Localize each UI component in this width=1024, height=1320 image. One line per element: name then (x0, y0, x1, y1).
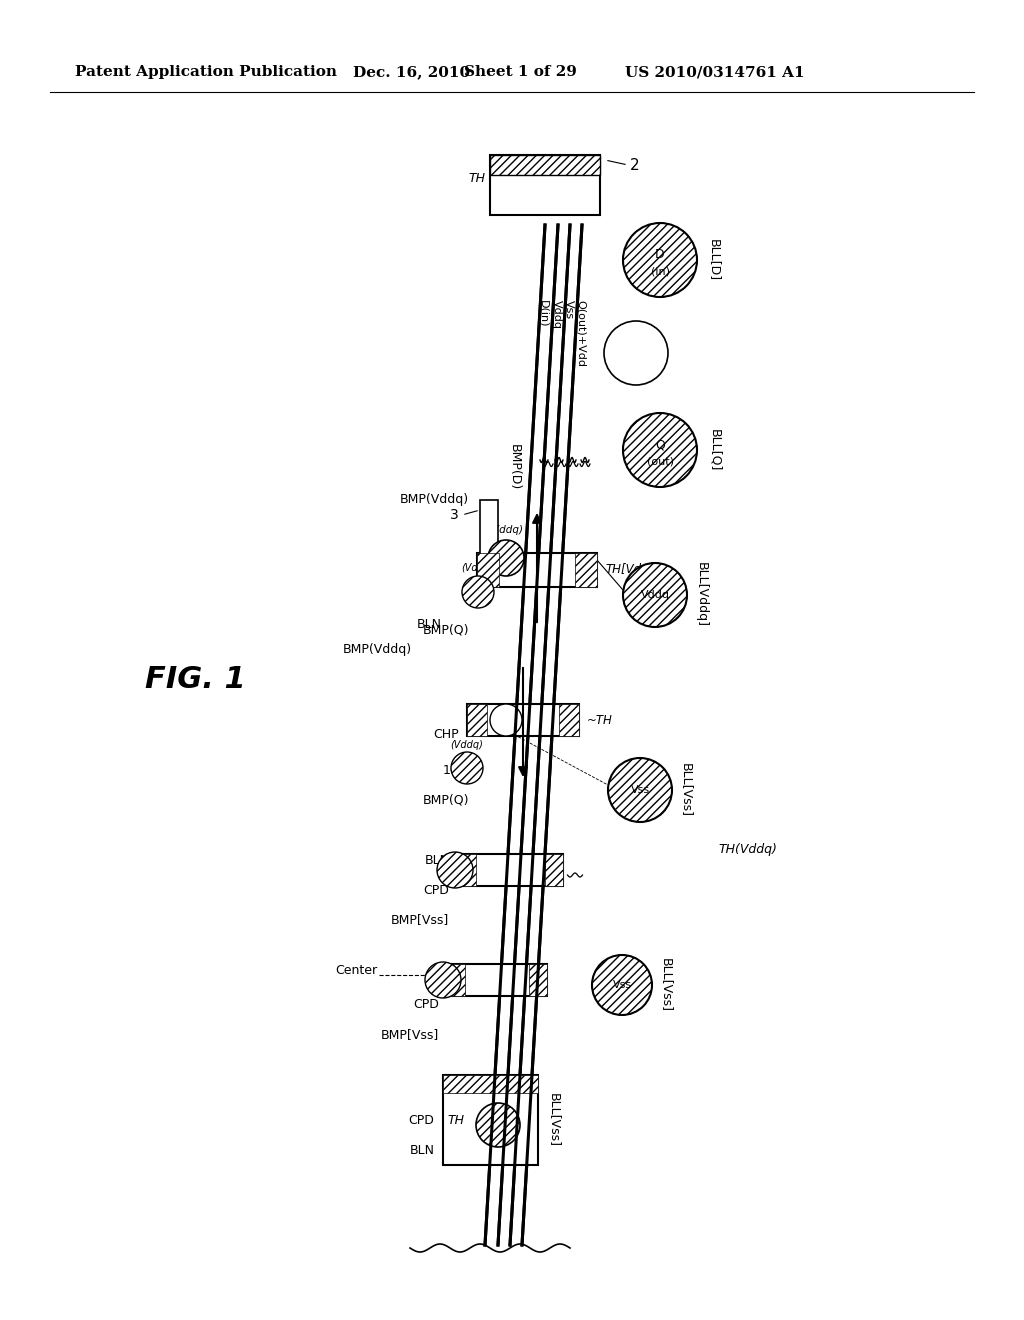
Circle shape (437, 851, 473, 888)
Text: Vss: Vss (612, 979, 632, 990)
Text: (Vddq): (Vddq) (488, 525, 523, 535)
Circle shape (608, 758, 672, 822)
Bar (477, 553, 597, 587)
Text: Sheet 1 of 29: Sheet 1 of 29 (464, 65, 577, 79)
Bar (529, 964, 547, 997)
Text: Vddq: Vddq (640, 590, 670, 601)
Bar (447, 964, 465, 997)
Circle shape (623, 223, 697, 297)
Text: (out): (out) (646, 457, 674, 467)
Bar (467, 704, 579, 737)
Text: L1: L1 (531, 199, 545, 213)
Text: (Vddq): (Vddq) (462, 564, 495, 573)
Bar (575, 553, 597, 587)
Text: CPD: CPD (409, 1114, 434, 1126)
Text: BLN: BLN (425, 854, 450, 866)
Circle shape (604, 321, 668, 385)
Text: Vss: Vss (563, 300, 573, 319)
Text: 3: 3 (450, 508, 459, 521)
Text: TH(Vddq): TH(Vddq) (718, 843, 777, 857)
Text: Vss: Vss (488, 1119, 508, 1130)
Text: BLL[Vss]: BLL[Vss] (660, 958, 673, 1012)
Bar (545, 854, 562, 886)
Text: BMP(Q): BMP(Q) (423, 793, 469, 807)
Bar (447, 964, 547, 997)
Bar (490, 154, 600, 215)
Text: L4: L4 (570, 199, 584, 213)
Text: Vss: Vss (631, 785, 649, 795)
Text: BMP[Vss]: BMP[Vss] (391, 913, 450, 927)
Text: BLL[Q]: BLL[Q] (708, 429, 721, 471)
Circle shape (623, 564, 687, 627)
Text: D(in): D(in) (539, 300, 549, 327)
Text: D: D (502, 553, 510, 564)
Text: BLL[Vss]: BLL[Vss] (680, 763, 693, 817)
Text: US 2010/0314761 A1: US 2010/0314761 A1 (625, 65, 805, 79)
Text: L2: L2 (546, 199, 560, 213)
Circle shape (592, 954, 652, 1015)
Text: BLL[Vss]: BLL[Vss] (548, 1093, 560, 1147)
Text: BLL[D]: BLL[D] (708, 239, 721, 281)
Bar (559, 704, 579, 737)
Bar (467, 704, 487, 737)
Text: Vss: Vss (445, 865, 464, 875)
Bar (480, 500, 498, 560)
Text: 10: 10 (443, 763, 459, 776)
Text: (Vddq): (Vddq) (451, 741, 483, 750)
Text: TH: TH (468, 173, 485, 186)
Circle shape (425, 962, 461, 998)
Text: (in): (in) (650, 267, 670, 277)
Text: TH: TH (447, 1114, 465, 1126)
Text: TH[Vddq]: TH[Vddq] (605, 564, 660, 577)
Text: Patent Application Publication: Patent Application Publication (75, 65, 337, 79)
Text: CPD: CPD (424, 883, 450, 896)
Text: BLN: BLN (417, 619, 442, 631)
Text: CPD: CPD (413, 998, 439, 1011)
Circle shape (488, 540, 524, 576)
Bar (477, 553, 499, 587)
Text: Dec. 16, 2010: Dec. 16, 2010 (353, 65, 470, 79)
Circle shape (623, 413, 697, 487)
Bar (442, 1074, 538, 1093)
Text: BMP(Q): BMP(Q) (423, 623, 469, 636)
Text: L3: L3 (558, 199, 572, 213)
Circle shape (490, 704, 522, 737)
Text: Center: Center (335, 964, 377, 977)
Text: D: D (655, 248, 665, 261)
Text: FIG. 1: FIG. 1 (145, 665, 246, 694)
Text: BMP[Vss]: BMP[Vss] (381, 1028, 439, 1041)
Bar (442, 1074, 538, 1166)
Text: 2: 2 (630, 157, 640, 173)
Text: Q(out)+Vdd: Q(out)+Vdd (575, 300, 586, 367)
Text: BMP(Vddq): BMP(Vddq) (343, 644, 412, 656)
Bar (458, 854, 562, 886)
Bar (458, 854, 475, 886)
Text: ~TH: ~TH (587, 714, 613, 726)
Text: Vddq: Vddq (552, 300, 561, 329)
Circle shape (451, 752, 483, 784)
Text: BLN: BLN (410, 1143, 434, 1156)
Circle shape (462, 576, 494, 609)
Bar (490, 154, 600, 176)
Text: CHP: CHP (433, 729, 459, 742)
Circle shape (476, 1104, 520, 1147)
Text: BLL[Vddq]: BLL[Vddq] (695, 562, 708, 627)
Text: BMP(Vddq): BMP(Vddq) (400, 494, 469, 507)
Text: Q: Q (502, 715, 510, 725)
Text: Vss: Vss (434, 975, 452, 985)
Text: BMP(D): BMP(D) (508, 444, 520, 490)
Text: Q: Q (655, 438, 665, 451)
